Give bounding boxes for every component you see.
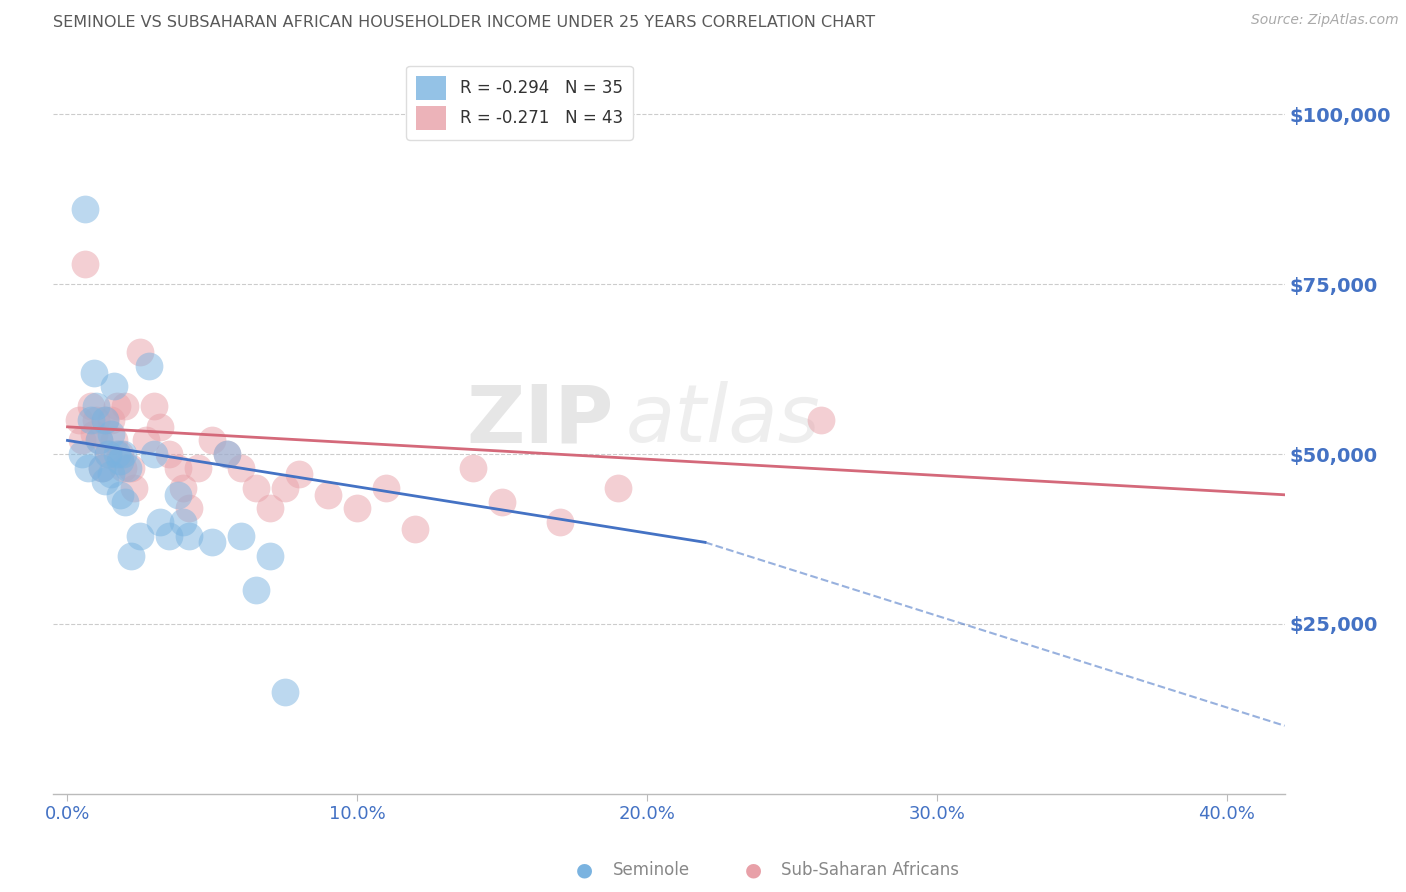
Point: [94, 413, 117, 427]
Text: ●: ●: [576, 860, 593, 880]
Text: SEMINOLE VS SUBSAHARAN AFRICAN HOUSEHOLDER INCOME UNDER 25 YEARS CORRELATION CHA: SEMINOLE VS SUBSAHARAN AFRICAN HOUSEHOLD…: [53, 15, 875, 30]
Point: [91, 460, 114, 475]
Point: [111, 447, 134, 461]
Point: [103, 379, 125, 393]
Point: [346, 501, 368, 516]
Point: [201, 434, 224, 448]
Point: [607, 481, 630, 495]
Point: [108, 447, 131, 461]
Point: [179, 501, 201, 516]
Point: [86, 413, 108, 427]
Point: [201, 535, 224, 549]
Point: [129, 528, 152, 542]
Point: [245, 481, 267, 495]
Point: [89, 434, 111, 448]
Point: [231, 460, 253, 475]
Text: Seminole: Seminole: [613, 861, 690, 879]
Point: [149, 515, 172, 529]
Point: [143, 447, 166, 461]
Point: [138, 359, 160, 373]
Point: [79, 413, 101, 427]
Point: [129, 345, 152, 359]
Point: [108, 488, 131, 502]
Point: [463, 460, 485, 475]
Point: [79, 400, 101, 414]
Text: Source: ZipAtlas.com: Source: ZipAtlas.com: [1251, 13, 1399, 28]
Point: [70, 434, 93, 448]
Point: [100, 467, 122, 482]
Point: [97, 447, 120, 461]
Point: [810, 413, 832, 427]
Point: [100, 413, 122, 427]
Point: [259, 501, 281, 516]
Point: [404, 522, 426, 536]
Point: [108, 454, 131, 468]
Point: [166, 460, 188, 475]
Point: [97, 447, 120, 461]
Point: [76, 460, 98, 475]
Point: [316, 488, 339, 502]
Point: [105, 447, 128, 461]
Text: atlas: atlas: [626, 381, 821, 459]
Point: [122, 481, 145, 495]
Point: [172, 515, 194, 529]
Point: [120, 460, 142, 475]
Point: [120, 549, 142, 563]
Point: [89, 434, 111, 448]
Point: [83, 426, 105, 441]
Point: [375, 481, 398, 495]
Point: [86, 400, 108, 414]
Point: [103, 434, 125, 448]
Point: [135, 434, 157, 448]
Point: [274, 685, 297, 699]
Point: [231, 528, 253, 542]
Point: [179, 528, 201, 542]
Text: Sub-Saharan Africans: Sub-Saharan Africans: [782, 861, 959, 879]
Point: [111, 460, 134, 475]
Point: [67, 413, 90, 427]
Point: [94, 474, 117, 488]
Point: [157, 447, 180, 461]
Point: [274, 481, 297, 495]
Text: ZIP: ZIP: [467, 381, 613, 459]
Point: [114, 494, 136, 508]
Point: [288, 467, 311, 482]
Point: [143, 400, 166, 414]
Point: [172, 481, 194, 495]
Point: [117, 460, 139, 475]
Point: [149, 420, 172, 434]
Point: [70, 447, 93, 461]
Text: ●: ●: [745, 860, 762, 880]
Point: [187, 460, 209, 475]
Point: [105, 400, 128, 414]
Point: [100, 426, 122, 441]
Point: [215, 447, 238, 461]
Point: [491, 494, 513, 508]
Point: [73, 202, 96, 217]
Point: [157, 528, 180, 542]
Point: [259, 549, 281, 563]
Point: [215, 447, 238, 461]
Point: [83, 366, 105, 380]
Point: [245, 582, 267, 597]
Point: [114, 400, 136, 414]
Point: [94, 413, 117, 427]
Legend: R = -0.294   N = 35, R = -0.271   N = 43: R = -0.294 N = 35, R = -0.271 N = 43: [406, 66, 633, 140]
Point: [73, 257, 96, 271]
Point: [91, 460, 114, 475]
Point: [166, 488, 188, 502]
Point: [548, 515, 571, 529]
